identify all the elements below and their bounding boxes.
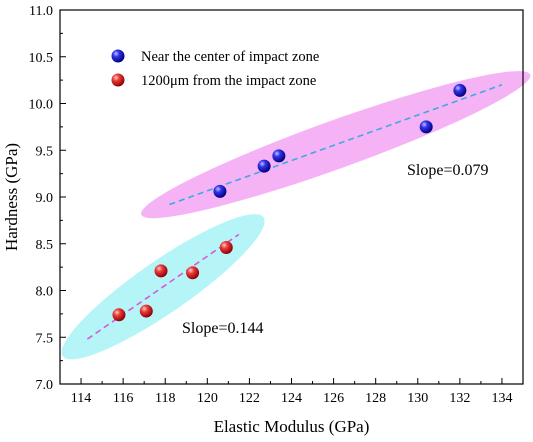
legend-marker-near-center [111,49,125,63]
ellipse-highlight-near-center [141,71,531,219]
data-point [139,304,153,318]
y-tick-label: 9.5 [36,144,54,159]
y-tick-label: 8.0 [36,285,54,300]
y-tick-label: 10.0 [29,98,54,113]
legend-label-1200um: 1200μm from the impact zone [141,73,316,89]
x-tick-label: 132 [449,391,470,406]
x-tick-label: 114 [71,391,91,406]
y-tick-label: 7.0 [36,378,54,393]
legend-label-near-center: Near the center of impact zone [141,49,319,65]
legend: Near the center of impact zone 1200μm fr… [111,49,319,89]
data-point [186,266,200,280]
fit-line-near-center [169,84,503,206]
x-tick-label: 122 [239,391,260,406]
data-point [257,159,271,173]
x-tick-label: 120 [197,391,218,406]
y-tick-label: 7.5 [36,331,54,346]
y-tick-label: 10.5 [29,51,54,66]
data-point [112,308,126,322]
fit-line-1200um [86,233,240,340]
data-point [219,240,233,254]
x-tick-label: 118 [155,391,175,406]
x-tick-label: 128 [365,391,386,406]
x-tick-label: 124 [281,391,302,406]
x-tick-label: 116 [113,391,133,406]
slope-annotation-red: Slope=0.144 [182,320,263,337]
data-point [154,264,168,278]
x-tick-label: 126 [323,391,344,406]
data-point [213,184,227,198]
y-tick-label: 8.5 [36,238,54,253]
legend-marker-1200um [111,73,125,87]
y-axis-title: Hardness (GPa) [2,143,21,251]
x-axis-title: Elastic Modulus (GPa) [214,417,370,436]
slope-annotation-blue: Slope=0.079 [407,162,488,179]
data-point [272,149,286,163]
data-point [453,83,467,97]
x-tick-label: 134 [491,391,512,406]
y-tick-label: 11.0 [29,4,53,19]
data-point [419,120,433,134]
y-tick-label: 9.0 [36,191,54,206]
x-tick-label: 130 [407,391,428,406]
